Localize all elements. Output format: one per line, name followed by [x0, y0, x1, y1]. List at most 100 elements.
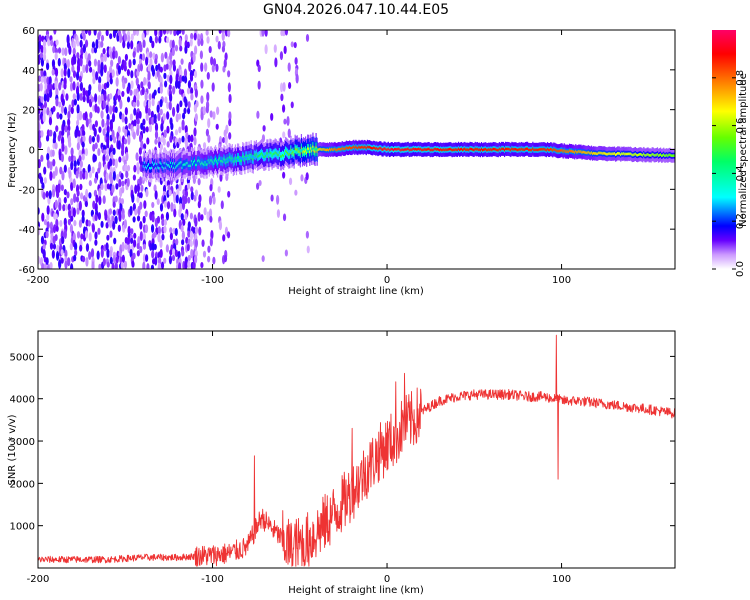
- noise-cell: [178, 262, 182, 269]
- ridge-core: [529, 148, 531, 152]
- ridge-core: [377, 147, 379, 151]
- ridge-core: [602, 152, 604, 155]
- noise-cell: [305, 33, 310, 42]
- noise-cell: [184, 213, 188, 221]
- noise-cell: [56, 244, 60, 253]
- ridge-core: [638, 153, 640, 156]
- noise-cell: [180, 224, 184, 233]
- noise-cell: [75, 170, 79, 179]
- ridge-core: [411, 148, 414, 151]
- snr-line: [38, 334, 675, 567]
- ridge-core: [166, 164, 168, 167]
- noise-cell: [115, 183, 119, 190]
- ridge-core: [627, 152, 629, 155]
- noise-cell: [151, 67, 156, 77]
- ridge-core: [152, 161, 154, 164]
- noise-cell: [39, 82, 43, 92]
- ridge-core: [323, 148, 326, 151]
- noise-cell: [142, 232, 147, 242]
- noise-cell: [94, 120, 98, 128]
- noise-cell: [159, 30, 163, 38]
- noise-cell: [70, 215, 74, 222]
- ridge-core: [427, 147, 429, 151]
- ridge-core: [493, 147, 495, 151]
- ridge-core: [467, 148, 469, 151]
- noise-cell: [123, 138, 128, 145]
- ridge-core: [299, 152, 301, 155]
- noise-cell: [109, 249, 113, 259]
- noise-cell: [200, 214, 204, 221]
- noise-cell: [148, 116, 152, 126]
- noise-cell: [264, 44, 268, 55]
- noise-cell: [47, 38, 51, 47]
- noise-cell: [68, 170, 72, 180]
- ridge-core: [232, 160, 234, 164]
- ridge-core: [313, 149, 315, 152]
- noise-cell: [101, 83, 105, 91]
- noise-cell: [145, 112, 149, 121]
- noise-cell: [187, 254, 191, 262]
- ridge-core: [523, 148, 526, 151]
- noise-cell: [73, 242, 78, 251]
- ridge-core: [209, 159, 211, 162]
- ridge-core: [169, 161, 172, 164]
- noise-cell: [106, 216, 111, 224]
- noise-cell: [112, 170, 116, 181]
- ridge-core: [658, 153, 661, 157]
- noise-cell: [130, 80, 134, 90]
- ridge-core: [481, 148, 484, 152]
- ridge-core: [447, 148, 449, 151]
- noise-cell: [70, 106, 74, 115]
- noise-cell: [79, 81, 84, 92]
- ridge-core: [631, 153, 633, 157]
- noise-cell: [264, 30, 268, 37]
- ridge-core: [471, 147, 473, 151]
- noise-cell: [93, 58, 98, 67]
- noise-cell: [43, 75, 47, 85]
- snr-x-ticks: -200 -100 0 100: [27, 331, 571, 585]
- noise-cell: [177, 80, 181, 90]
- noise-cell: [112, 147, 116, 156]
- ridge-core: [154, 162, 156, 165]
- noise-cell: [139, 220, 143, 230]
- ridge-core: [176, 164, 178, 168]
- ridge-core: [528, 148, 530, 152]
- ridge-core: [235, 159, 238, 163]
- noise-cell: [92, 76, 96, 85]
- ridge-core: [180, 160, 182, 164]
- ridge-core: [603, 151, 605, 155]
- noise-cell: [42, 53, 47, 62]
- ridge-core: [668, 153, 670, 157]
- noise-cell: [286, 116, 290, 126]
- noise-cell: [150, 264, 155, 269]
- noise-cell: [222, 234, 226, 242]
- noise-cell: [270, 194, 274, 202]
- noise-cell: [163, 219, 167, 226]
- noise-cell: [64, 203, 69, 211]
- noise-cell: [141, 32, 145, 41]
- ridge-core: [249, 157, 251, 160]
- ridge-core: [362, 146, 364, 149]
- noise-cell: [284, 30, 289, 36]
- ridge-core: [332, 148, 334, 152]
- noise-cell: [72, 178, 76, 189]
- noise-cell: [290, 41, 294, 48]
- snr-y-axis-label: SNR (10 * v/v): [7, 414, 18, 485]
- ridge-core: [608, 152, 610, 155]
- noise-cell: [112, 220, 116, 230]
- noise-cell: [46, 214, 50, 221]
- y-tick-label: -20: [19, 185, 35, 196]
- ridge-core: [440, 148, 442, 151]
- noise-cell: [208, 46, 212, 54]
- ridge-core: [226, 157, 228, 160]
- noise-cell: [180, 58, 184, 65]
- ridge-core: [172, 162, 174, 165]
- noise-cell: [193, 127, 197, 137]
- ridge-core: [646, 153, 648, 156]
- ridge-core: [425, 148, 427, 151]
- ridge-core: [499, 148, 501, 152]
- noise-cell: [163, 129, 167, 139]
- ridge-core: [465, 148, 467, 151]
- colorbar-ticks: 0.0 0.2 0.4 0.6 0.8: [712, 70, 746, 277]
- noise-cell: [175, 113, 179, 123]
